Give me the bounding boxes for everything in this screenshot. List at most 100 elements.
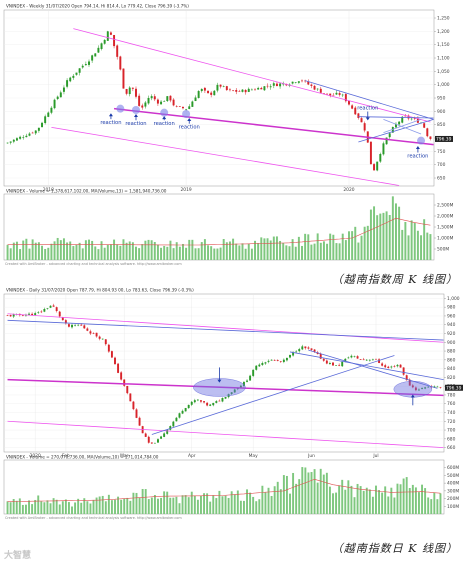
volume-bar [163, 491, 166, 514]
volume-bar [285, 245, 288, 260]
price-tick-label: 850 [437, 122, 446, 128]
candle-body [141, 105, 144, 108]
volume-bar [375, 485, 377, 514]
candle-body [67, 324, 70, 327]
reaction-label: reaction [407, 153, 428, 159]
volume-bar [369, 209, 372, 260]
price-tick-label: 1,150 [437, 42, 450, 48]
volume-bar [310, 472, 313, 514]
price-tick-label: 750 [437, 149, 446, 155]
volume-bar [416, 230, 419, 260]
volume-bar [332, 493, 334, 514]
candle-body [58, 311, 61, 317]
volume-bar [156, 244, 159, 260]
annotation-arrow-head [133, 114, 138, 117]
volume-bar [344, 240, 347, 260]
price-tick-label: 650 [437, 176, 446, 182]
volume-bar [227, 497, 230, 514]
candle-body [120, 372, 123, 380]
candle-body [354, 107, 357, 115]
volume-tick-label: 200M [447, 496, 459, 502]
candle-body [49, 305, 52, 308]
candle-body [304, 346, 307, 349]
candle-body [269, 86, 272, 88]
volume-tick-label: 500M [437, 247, 449, 253]
candle-body [212, 402, 215, 406]
candle-body [131, 87, 134, 89]
volume-bar [147, 499, 150, 514]
candle-body [163, 101, 166, 102]
candle-body [270, 359, 273, 361]
volume-bar [316, 482, 319, 514]
volume-bar [71, 506, 73, 514]
candle-body [384, 365, 387, 368]
candle-body [169, 426, 172, 430]
candle-body [289, 354, 291, 358]
candle-body [429, 136, 432, 139]
candle-body [275, 83, 278, 87]
volume-bar [181, 495, 184, 514]
volume-bar [200, 242, 203, 260]
volume-ma-line [7, 478, 441, 502]
volume-bar [144, 240, 147, 260]
volume-bar [396, 483, 399, 514]
weekly-chart-caption: （越南指数周 K 线图） [331, 273, 458, 286]
candle-body [413, 118, 416, 119]
candle-body [88, 61, 90, 65]
volume-bar [196, 499, 199, 514]
volume-bar [344, 489, 347, 514]
volume-bar [110, 500, 113, 514]
volume-bar [250, 248, 253, 260]
daily-chart-panel: VNINDEX - Daily 31/07/2020 Open 787.79, … [0, 286, 476, 534]
candle-body [402, 367, 405, 375]
volume-bar [157, 498, 159, 514]
candle-body [92, 333, 95, 334]
candle-body [28, 313, 30, 315]
candle-body [125, 88, 128, 94]
candle-body [78, 68, 81, 73]
volume-bar [141, 244, 144, 260]
volume-bar [113, 239, 116, 260]
volume-bar [225, 242, 228, 260]
volume-bar [332, 234, 335, 260]
candle-body [225, 86, 228, 91]
volume-bar [207, 245, 210, 260]
volume-bar [47, 247, 50, 260]
candle-body [19, 136, 22, 139]
candle-body [264, 362, 267, 364]
candle-body [279, 83, 282, 87]
volume-tick-label: 100M [447, 504, 459, 510]
volume-bar [294, 246, 297, 260]
volume-bar [335, 492, 338, 514]
volume-bar [215, 498, 218, 514]
candle-body [47, 112, 50, 117]
volume-bar [78, 242, 81, 260]
candle-body [193, 400, 196, 403]
candle-body [387, 366, 390, 369]
volume-bar [6, 501, 9, 514]
candle-body [261, 362, 264, 365]
annotation-arrow-head [365, 117, 370, 121]
volume-bar [399, 484, 402, 514]
candle-body [344, 94, 347, 102]
volume-bar [219, 247, 222, 260]
volume-bar [254, 240, 257, 260]
volume-bar [363, 226, 366, 260]
candle-body [418, 389, 420, 391]
candle-body [313, 85, 316, 90]
volume-bar [153, 241, 156, 260]
volume-bar [326, 243, 329, 260]
candle-body [353, 356, 356, 358]
candle-body [362, 359, 365, 361]
volume-bar [55, 499, 58, 514]
volume-bar [178, 246, 181, 260]
candle-body [385, 137, 388, 145]
candle-body [160, 101, 163, 105]
volume-bar [241, 243, 244, 260]
volume-bar [285, 475, 288, 514]
volume-bar [264, 492, 267, 514]
price-tick-label: 740 [447, 410, 456, 416]
volume-bar [210, 246, 213, 260]
candle-body [329, 93, 332, 96]
candle-body [203, 401, 206, 403]
